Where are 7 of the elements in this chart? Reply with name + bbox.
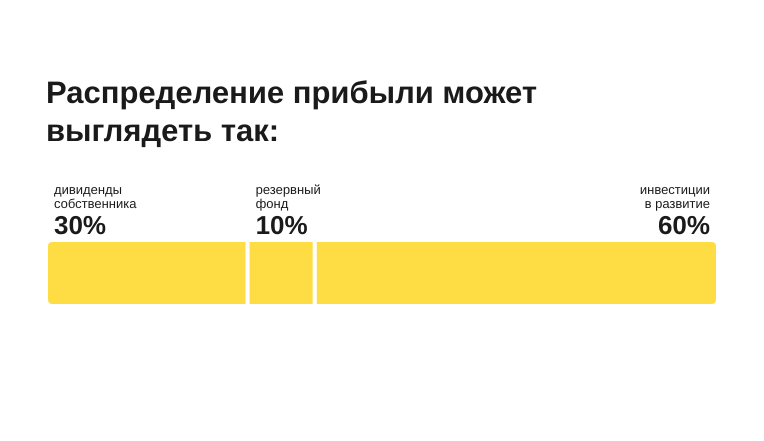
text: резервный фонд [256,182,321,211]
data-label: 10% [256,210,308,240]
text: инвестиции в развитие [640,182,710,211]
data-label: 30% [54,210,106,240]
text: дивиденды собственника [54,182,138,211]
chart-title: Распределение прибыли может выглядеть так: [46,75,538,148]
data-label: 60% [658,210,710,240]
